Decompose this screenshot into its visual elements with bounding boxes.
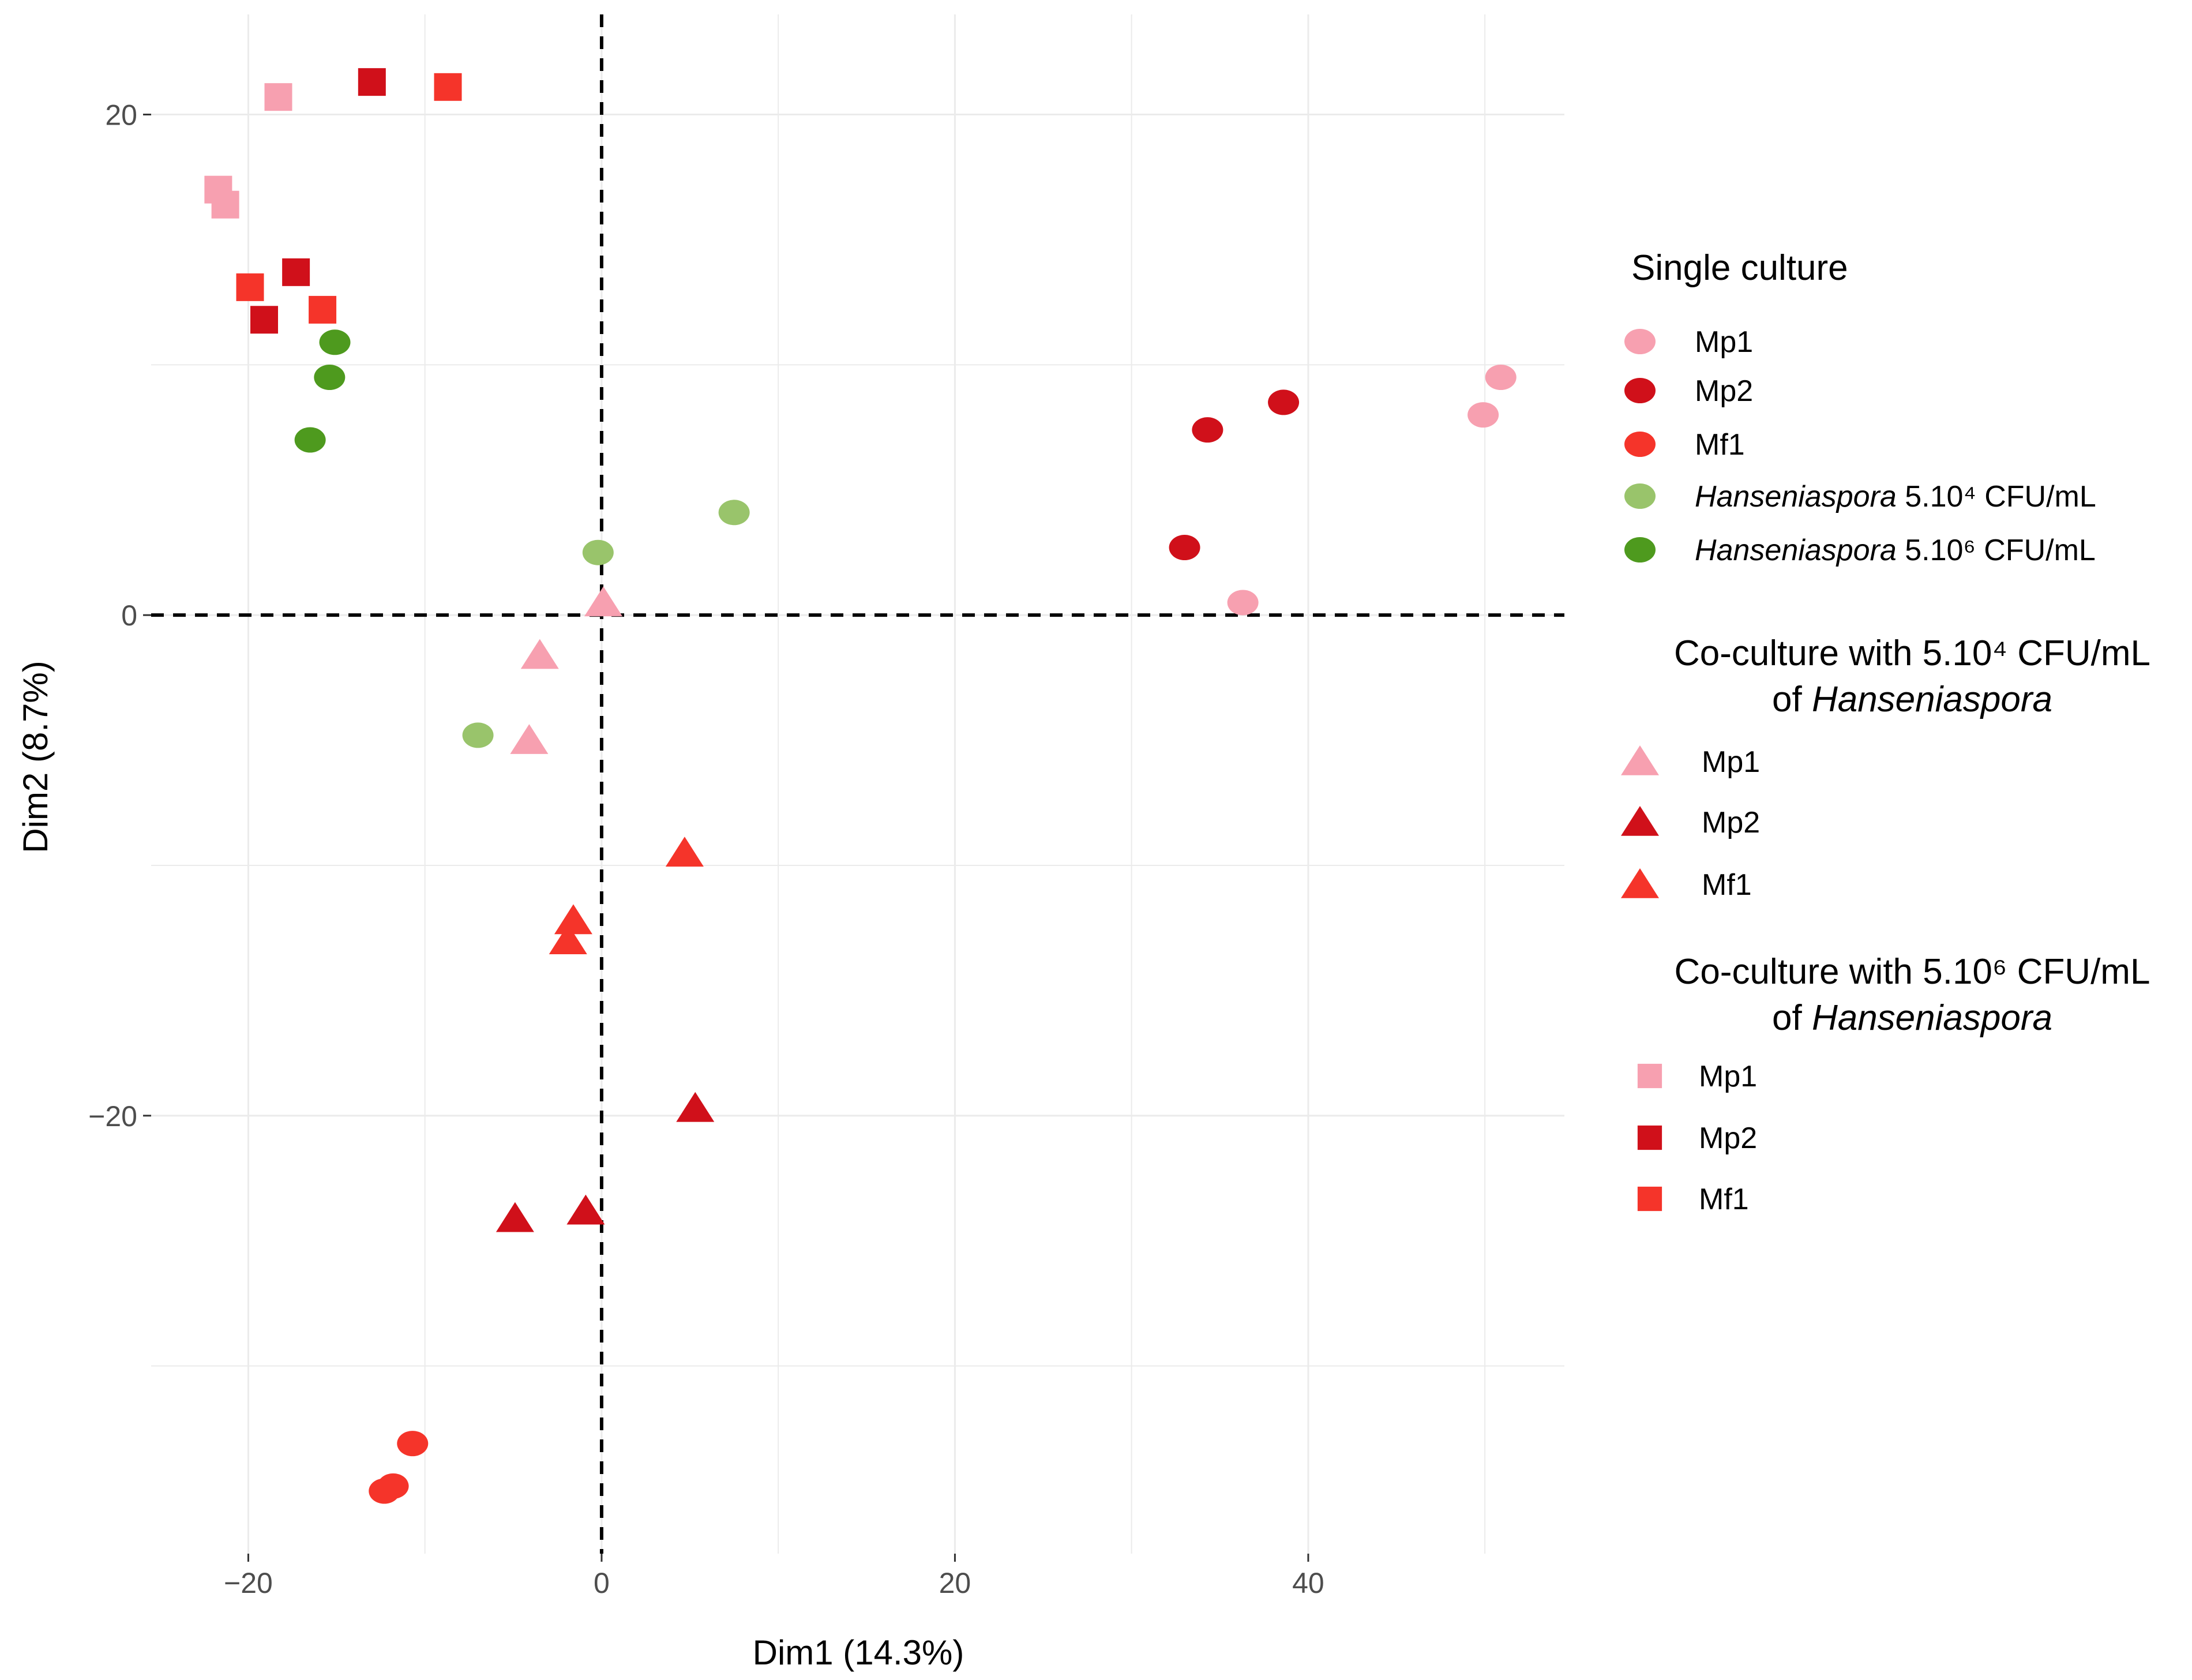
y-tick-label: −20: [88, 1100, 137, 1132]
data-point-triangle: [520, 639, 559, 669]
y-axis-ticks: −20 0 20: [88, 99, 151, 1132]
data-point-circle: [1169, 535, 1200, 561]
data-point-triangle: [510, 724, 549, 754]
legend-label: Mp2: [1699, 1122, 1757, 1155]
data-point-circle: [1192, 417, 1223, 443]
legend-key-triangle: [1621, 868, 1659, 898]
legend-key-square: [1637, 1186, 1662, 1212]
data-point-square: [434, 73, 462, 101]
data-point-circle: [397, 1431, 429, 1457]
legend-group: Co-culture with 5.10⁶ CFU/mL of Hansenias…: [1637, 952, 2150, 1216]
legend-title: of Hanseniaspora: [1772, 680, 2052, 719]
x-axis-ticks: −20 0 20 40: [224, 1554, 1324, 1599]
legend: Single culture Mp1 Mp2 Mf1 Hanseniaspora 5.1…: [1621, 248, 2150, 1216]
x-tick-label: 40: [1292, 1567, 1324, 1599]
legend-label: Mp1: [1699, 1060, 1757, 1093]
data-point-circle: [369, 1478, 400, 1504]
data-point-triangle: [665, 837, 704, 867]
data-point-square: [282, 258, 310, 286]
data-point-circle: [718, 500, 750, 526]
legend-key-triangle: [1621, 806, 1659, 836]
data-point-square: [211, 190, 239, 219]
data-point-triangle: [566, 1194, 605, 1225]
y-axis-title: Dim2 (8.7%): [16, 661, 55, 853]
legend-title: Single culture: [1631, 248, 1848, 288]
data-point-square: [236, 273, 264, 301]
legend-title: Co-culture with 5.10⁴ CFU/mL: [1674, 633, 2150, 673]
legend-label: Hanseniaspora 5.10⁴ CFU/mL: [1695, 480, 2096, 513]
legend-key-square: [1637, 1063, 1662, 1089]
data-point-circle: [319, 329, 351, 355]
legend-group: Co-culture with 5.10⁴ CFU/mL of Hansenias…: [1621, 633, 2150, 902]
data-point-circle: [1485, 365, 1517, 391]
legend-key-circle: [1624, 432, 1656, 457]
y-tick-label: 20: [105, 99, 137, 132]
data-point-square: [309, 295, 337, 324]
grid-lines: [151, 14, 1564, 1554]
data-point-square: [358, 68, 386, 96]
legend-label: Mp1: [1695, 325, 1753, 359]
data-point-triangle: [584, 586, 622, 617]
data-point-triangle: [554, 904, 592, 935]
legend-key-circle: [1624, 537, 1656, 562]
data-point-circle: [462, 722, 494, 748]
legend-label: Mp1: [1702, 745, 1760, 779]
legend-label: Mp2: [1695, 374, 1753, 408]
data-point-circle: [1227, 590, 1259, 616]
data-point-triangle: [496, 1202, 534, 1232]
data-point-circle: [294, 427, 326, 453]
legend-key-triangle: [1621, 745, 1659, 775]
data-point-circle: [1268, 389, 1300, 415]
x-tick-label: 20: [939, 1567, 971, 1599]
legend-label: Mf1: [1702, 868, 1752, 902]
legend-label: Mf1: [1695, 428, 1745, 462]
legend-key-circle: [1624, 378, 1656, 403]
data-points: [204, 68, 1517, 1504]
legend-key-square: [1637, 1125, 1662, 1150]
legend-label: Hanseniaspora 5.10⁶ CFU/mL: [1695, 534, 2096, 567]
data-point-square: [250, 306, 278, 334]
legend-title: Co-culture with 5.10⁶ CFU/mL: [1675, 952, 2150, 992]
data-point-triangle: [676, 1092, 715, 1122]
data-point-square: [264, 83, 292, 111]
x-tick-label: −20: [224, 1567, 273, 1599]
data-point-circle: [314, 365, 346, 391]
data-point-triangle: [549, 924, 587, 954]
legend-key-circle: [1624, 329, 1656, 354]
data-point-circle: [1467, 402, 1499, 428]
x-tick-label: 0: [594, 1567, 610, 1599]
legend-group: Single culture Mp1 Mp2 Mf1 Hanseniaspora 5.1…: [1624, 248, 2096, 567]
legend-label: Mp2: [1702, 806, 1760, 839]
legend-key-circle: [1624, 483, 1656, 509]
reference-lines: [151, 14, 1564, 1554]
legend-title: of Hanseniaspora: [1772, 998, 2052, 1038]
x-axis-title: Dim1 (14.3%): [753, 1633, 964, 1672]
legend-label: Mf1: [1699, 1183, 1749, 1216]
data-point-circle: [582, 539, 614, 565]
y-tick-label: 0: [121, 599, 137, 632]
